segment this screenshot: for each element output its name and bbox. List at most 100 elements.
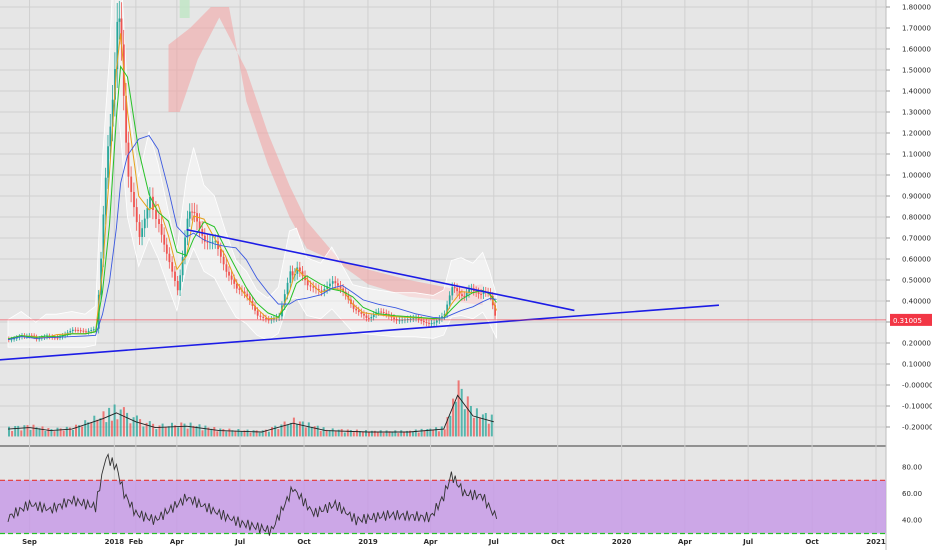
volume-bar: [180, 422, 183, 437]
candle-body: [77, 329, 80, 331]
volume-bar: [452, 398, 455, 437]
volume-bar: [17, 425, 20, 437]
candle-body: [323, 288, 326, 292]
candle-body: [370, 317, 373, 319]
volume-bar: [81, 426, 84, 437]
candle-body: [262, 316, 265, 318]
volume-bar: [41, 426, 44, 437]
volume-bar: [47, 428, 50, 437]
volume-bar: [20, 430, 23, 437]
volume-bar: [478, 417, 481, 437]
volume-bar: [195, 426, 198, 437]
candle-body: [317, 289, 320, 291]
volume-bar: [261, 430, 264, 437]
candle-body: [430, 323, 433, 325]
volume-bar: [331, 428, 334, 437]
volume-bar: [129, 423, 132, 437]
volume-bar: [192, 425, 195, 437]
candle-body: [254, 305, 256, 311]
candle-body: [265, 317, 267, 320]
volume-moving-average: [7, 394, 494, 433]
candle-body: [90, 330, 93, 332]
candle-body: [188, 211, 191, 219]
candle-body: [87, 330, 90, 332]
candle-body: [286, 282, 289, 295]
candle-body: [289, 271, 292, 283]
volume-bar: [313, 426, 316, 437]
volume-bar: [391, 431, 394, 437]
candle-body: [228, 271, 230, 276]
volume-bar: [122, 407, 125, 437]
candle-body: [337, 283, 339, 286]
volume-bar: [368, 432, 370, 437]
candle-body: [176, 280, 179, 291]
volume-bar: [469, 406, 472, 437]
candle-body: [412, 318, 415, 320]
candle-body: [301, 271, 304, 276]
candle-body: [104, 177, 107, 215]
volume-bar: [246, 429, 249, 437]
candle-body: [61, 335, 64, 337]
volume-bar: [50, 429, 53, 437]
candle-body: [92, 329, 95, 331]
volume-bar: [420, 428, 423, 437]
volume-bar: [373, 430, 376, 437]
volume-bar: [75, 424, 77, 437]
volume-bar: [289, 422, 292, 437]
candle-body: [468, 289, 470, 293]
candle-body: [441, 316, 443, 319]
volume-bar: [84, 420, 87, 437]
volume-bar: [14, 426, 17, 437]
trendline-lower: [0, 304, 720, 361]
volume-bar: [440, 426, 443, 437]
candle-body: [443, 313, 446, 317]
volume-bar: [322, 427, 325, 437]
candle-body: [71, 329, 74, 332]
candle-body: [494, 305, 497, 316]
price-tick-label: -0.20000: [902, 424, 932, 432]
volume-bar: [87, 422, 90, 437]
volume-bar: [249, 432, 252, 437]
volume-bar: [110, 420, 113, 437]
volume-bar: [222, 429, 225, 437]
volume-bar: [472, 417, 475, 437]
candle-body: [102, 214, 105, 259]
candle-body: [127, 142, 130, 177]
price-tick-label: 0.20000: [902, 340, 931, 348]
volume-bar: [116, 419, 119, 437]
price-tick-label: 1.40000: [902, 88, 931, 96]
time-tick-label: 2019: [358, 538, 378, 546]
volume-bar: [316, 425, 319, 437]
candle-body: [82, 330, 85, 332]
rsi-band-fill: [0, 480, 886, 534]
price-tick-label: 0.60000: [902, 256, 931, 264]
candle-body: [107, 146, 109, 178]
candle-body: [235, 283, 238, 289]
volume-bar: [108, 407, 111, 437]
candle-body: [446, 304, 449, 314]
trendline-upper: [186, 228, 575, 312]
volume-bar: [298, 421, 301, 437]
volume-bar: [90, 422, 93, 437]
volume-bar: [432, 429, 435, 437]
candle-body: [331, 281, 334, 284]
volume-bar: [174, 425, 177, 437]
candle-body: [456, 288, 459, 292]
candle-body: [482, 291, 485, 295]
volume-bar: [102, 411, 105, 437]
volume-bar: [29, 429, 32, 437]
price-tick-label: 1.10000: [902, 151, 931, 159]
volume-bar: [457, 380, 460, 437]
volume-bar: [171, 422, 173, 437]
candle-body: [357, 310, 360, 313]
candle-body: [125, 95, 128, 143]
price-tick-label: 0.50000: [902, 277, 931, 285]
volume-bar: [237, 429, 240, 437]
volume-bar: [429, 428, 432, 437]
candle-body: [259, 315, 262, 317]
price-tick-label: 1.50000: [902, 67, 931, 75]
volume-bar: [65, 426, 68, 437]
volume-bar: [301, 421, 304, 437]
